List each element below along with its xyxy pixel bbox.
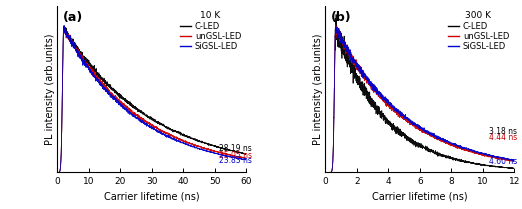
Y-axis label: PL intensity (arb.units): PL intensity (arb.units) <box>313 34 323 145</box>
X-axis label: Carrier lifetime (ns): Carrier lifetime (ns) <box>104 192 199 202</box>
Text: 4.44 ns: 4.44 ns <box>489 133 517 142</box>
Text: (b): (b) <box>331 11 352 24</box>
Legend: C-LED, unGSL-LED, SiGSL-LED: C-LED, unGSL-LED, SiGSL-LED <box>447 10 510 52</box>
X-axis label: Carrier lifetime (ns): Carrier lifetime (ns) <box>372 192 468 202</box>
Y-axis label: PL intensity (arb.units): PL intensity (arb.units) <box>45 34 55 145</box>
Text: 3.18 ns: 3.18 ns <box>489 127 517 136</box>
Text: (a): (a) <box>63 11 84 24</box>
Text: 23.83 ns: 23.83 ns <box>219 156 252 165</box>
Text: 25.05 ns: 25.05 ns <box>219 151 253 160</box>
Legend: C-LED, unGSL-LED, SiGSL-LED: C-LED, unGSL-LED, SiGSL-LED <box>179 10 242 52</box>
Text: 28.19 ns: 28.19 ns <box>219 144 252 153</box>
Text: 4.60 ns: 4.60 ns <box>489 157 517 166</box>
